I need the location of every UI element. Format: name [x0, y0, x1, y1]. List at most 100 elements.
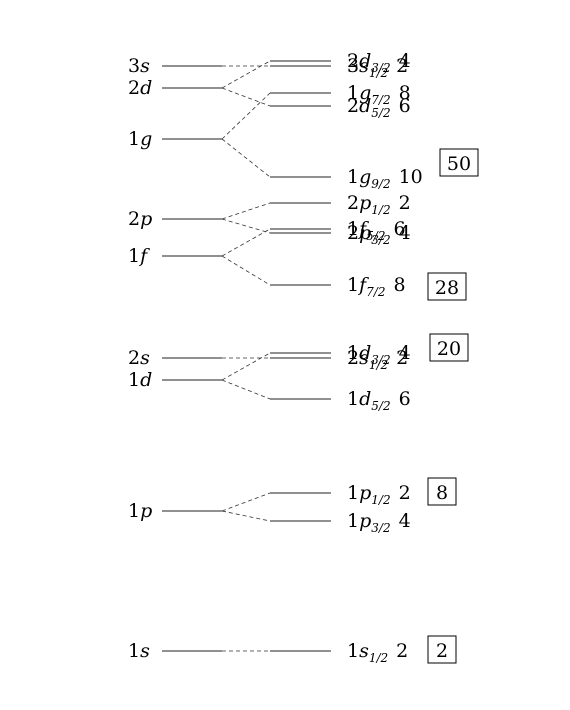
- split-l: g: [359, 82, 371, 104]
- magic-number-box: [429, 333, 469, 362]
- split-n: 2: [347, 50, 359, 72]
- split-n: 2: [347, 347, 359, 369]
- splitting-connectors: [221, 60, 271, 652]
- split-label-1f-1: 1f7/2 8: [347, 274, 406, 299]
- split-label-1d-1: 1d5/2 6: [347, 388, 411, 413]
- split-label-2s-0: 2s1/2 2: [347, 347, 408, 372]
- level-l: s: [140, 55, 150, 77]
- connector-1d-1: [221, 379, 271, 400]
- level-l: f: [138, 245, 150, 267]
- split-label-2p-0: 2p1/2 2: [347, 192, 411, 217]
- split-degeneracy: 4: [399, 510, 411, 532]
- split-n: 2: [347, 222, 359, 244]
- level-l: s: [140, 347, 150, 369]
- magic-number-box: [427, 635, 457, 664]
- split-label-1p-1: 1p3/2 4: [347, 510, 411, 535]
- magic-number: 28: [435, 277, 459, 299]
- level-label-2p: 2p: [128, 208, 152, 230]
- level-label-1s: 1s: [128, 640, 150, 662]
- split-j: 5/2: [366, 229, 385, 243]
- level-n: 3: [128, 55, 140, 77]
- split-degeneracy: 4: [399, 222, 411, 244]
- level-l: g: [140, 128, 152, 150]
- magic-number: 2: [436, 640, 448, 662]
- split-l: d: [359, 388, 371, 410]
- split-degeneracy: 2: [399, 192, 411, 214]
- connector-1g-0: [221, 92, 271, 140]
- level-l: s: [140, 640, 150, 662]
- connector-1g-1: [221, 138, 271, 178]
- split-degeneracy: 2: [396, 55, 408, 77]
- split-n: 1: [347, 510, 359, 532]
- split-degeneracy: 6: [399, 95, 411, 117]
- magic-number: 8: [436, 482, 448, 504]
- level-n: 2: [128, 77, 140, 99]
- level-label-3s: 3s: [128, 55, 150, 77]
- split-degeneracy: 8: [393, 274, 405, 296]
- split-label-2d-1: 2d5/2 6: [347, 95, 411, 120]
- split-label-1f-0: 1f5/2 6: [347, 218, 406, 243]
- split-n: 1: [347, 388, 359, 410]
- split-l: d: [359, 50, 371, 72]
- level-label-2d: 2d: [128, 77, 152, 99]
- split-degeneracy: 8: [399, 82, 411, 104]
- level-label-2s: 2s: [128, 347, 150, 369]
- split-j: 3/2: [371, 233, 390, 247]
- split-degeneracy: 4: [399, 50, 411, 72]
- level-n: 1: [128, 245, 140, 267]
- split-n: 1: [347, 640, 359, 662]
- level-l: p: [140, 208, 152, 230]
- split-j: 3/2: [371, 61, 390, 75]
- level-n: 2: [128, 347, 140, 369]
- level-l: d: [140, 369, 152, 391]
- level-label-1g: 1g: [128, 128, 152, 150]
- magic-number-box: [427, 272, 467, 301]
- split-n: 1: [347, 342, 359, 364]
- split-degeneracy: 10: [399, 166, 423, 188]
- split-j: 3/2: [371, 521, 390, 535]
- split-j: 1/2: [371, 493, 390, 507]
- level-label-1f: 1f: [128, 245, 150, 267]
- split-label-1g-1: 1g9/2 10: [347, 166, 423, 191]
- level-n: 1: [128, 128, 140, 150]
- magic-number-box: [427, 477, 457, 506]
- split-l: s: [359, 640, 369, 662]
- split-j: 5/2: [371, 399, 390, 413]
- level-n: 1: [128, 500, 140, 522]
- split-degeneracy: 6: [393, 218, 405, 240]
- split-j: 9/2: [371, 177, 390, 191]
- level-n: 1: [128, 640, 140, 662]
- level-label-1d: 1d: [128, 369, 152, 391]
- connector-1f-0: [221, 228, 271, 257]
- split-label-1g-0: 1g7/2 8: [347, 82, 411, 107]
- split-n: 1: [347, 82, 359, 104]
- connector-1p-0: [221, 492, 271, 512]
- split-l: p: [359, 192, 371, 214]
- split-label-1p-0: 1p1/2 2: [347, 482, 411, 507]
- split-l: p: [359, 482, 371, 504]
- split-l: g: [359, 166, 371, 188]
- split-j: 1/2: [369, 651, 388, 665]
- split-label-1d-0: 1d3/2 4: [347, 342, 411, 367]
- split-l: p: [359, 222, 371, 244]
- split-n: 1: [347, 482, 359, 504]
- split-l: f: [357, 274, 369, 296]
- split-n: 1: [347, 274, 359, 296]
- split-n: 3: [347, 55, 359, 77]
- level-l: p: [140, 500, 152, 522]
- split-n: 2: [347, 95, 359, 117]
- split-label-1s-0: 1s1/2 2: [347, 640, 408, 665]
- split-l: s: [359, 347, 369, 369]
- split-degeneracy: 2: [399, 482, 411, 504]
- split-degeneracy: 6: [399, 388, 411, 410]
- level-l: d: [140, 77, 152, 99]
- split-degeneracy: 2: [396, 640, 408, 662]
- split-l: f: [357, 218, 369, 240]
- split-label-2d-0: 2d3/2 4: [347, 50, 411, 75]
- connector-2p-1: [221, 218, 271, 234]
- split-degeneracy: 2: [396, 347, 408, 369]
